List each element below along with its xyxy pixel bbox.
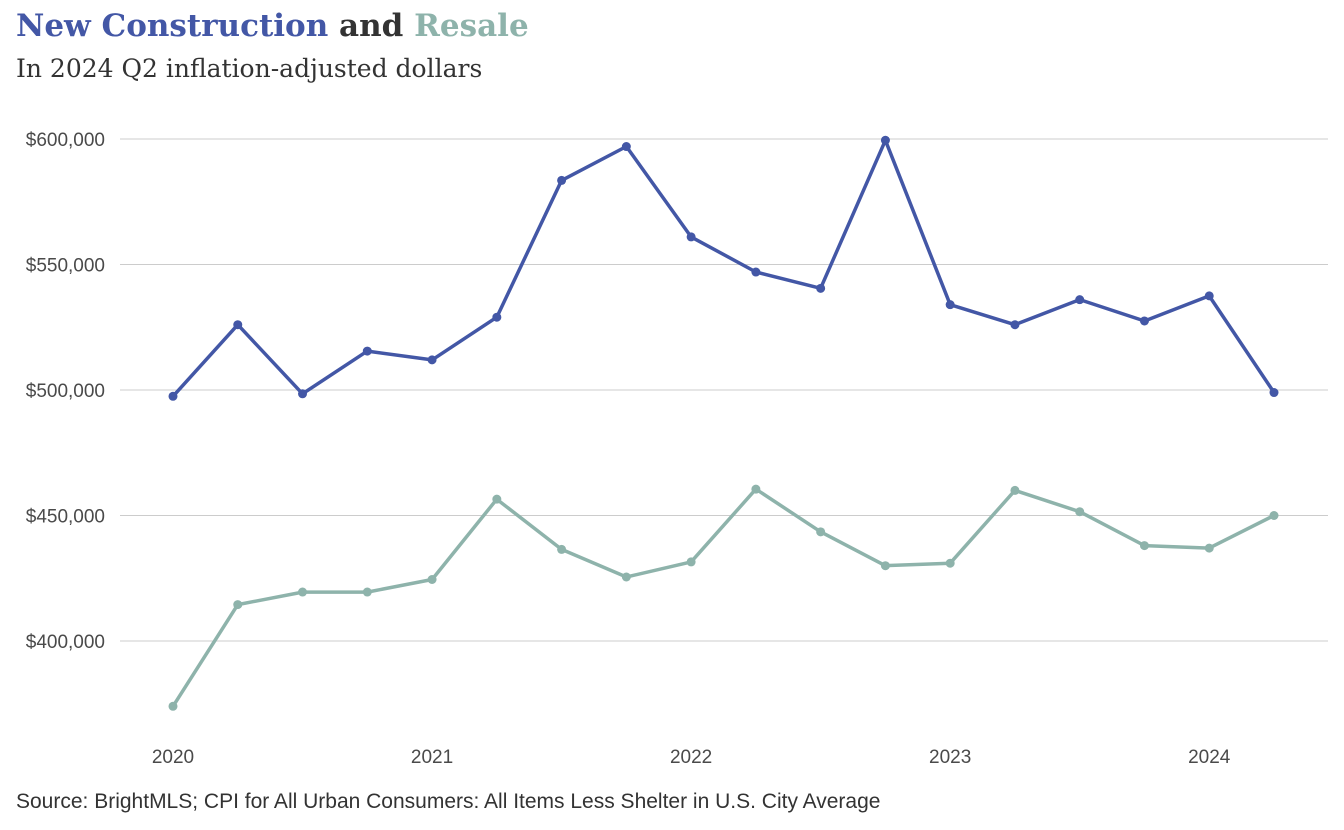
title-joiner: and — [328, 8, 415, 44]
data-point — [168, 391, 178, 401]
data-point — [751, 484, 761, 494]
data-point — [362, 587, 372, 597]
data-point — [1269, 511, 1279, 520]
data-point — [751, 267, 761, 277]
x-tick-label: 2024 — [1188, 747, 1231, 768]
data-point — [1010, 320, 1020, 330]
data-point — [880, 561, 890, 571]
y-tick-label: $400,000 — [26, 632, 105, 653]
y-tick-label: $550,000 — [26, 256, 105, 277]
x-axis-tick-labels: 2020 2021 2022 2023 2024 — [152, 747, 1231, 768]
y-tick-label: $500,000 — [26, 381, 105, 402]
title-new-construction: New Construction — [16, 8, 329, 44]
data-point — [621, 572, 631, 582]
data-point — [362, 346, 372, 356]
series-resale — [168, 484, 1279, 711]
series-group — [168, 135, 1279, 711]
y-axis-tick-labels: $400,000 $450,000 $500,000 $550,000 $600,000 — [26, 130, 105, 653]
data-point — [945, 300, 955, 310]
data-point — [1075, 507, 1085, 517]
data-point — [1204, 291, 1214, 301]
data-point — [233, 320, 243, 330]
data-point — [1269, 388, 1279, 398]
data-point — [557, 544, 567, 554]
series-line — [171, 487, 1276, 709]
series-line — [171, 138, 1276, 399]
data-point — [621, 142, 631, 152]
data-point — [816, 283, 826, 293]
data-point — [168, 701, 178, 711]
grid-lines — [120, 138, 1328, 642]
y-tick-label: $600,000 — [26, 130, 105, 151]
x-tick-label: 2021 — [411, 747, 453, 768]
data-point — [492, 494, 502, 504]
title-resale: Resale — [414, 8, 529, 44]
source-note: Source: BrightMLS; CPI for All Urban Con… — [16, 790, 881, 813]
data-point — [1139, 316, 1149, 326]
series-new-construction — [168, 135, 1279, 401]
data-point — [298, 587, 308, 597]
data-point — [557, 175, 567, 185]
data-point — [427, 355, 437, 365]
data-point — [880, 135, 890, 145]
data-point — [945, 558, 955, 568]
data-point — [298, 389, 308, 399]
data-point — [816, 527, 826, 537]
data-point — [233, 600, 243, 610]
x-tick-label: 2023 — [929, 747, 971, 768]
data-point — [427, 575, 437, 585]
data-point — [686, 232, 696, 242]
chart-title: New Construction and Resale — [16, 6, 529, 46]
data-point — [1075, 295, 1085, 305]
chart-subtitle: In 2024 Q2 inflation-adjusted dollars — [16, 54, 483, 83]
y-tick-label: $450,000 — [26, 507, 105, 528]
data-point — [1010, 485, 1020, 495]
data-point — [492, 312, 502, 322]
data-point — [686, 557, 696, 567]
data-point — [1139, 541, 1149, 551]
x-tick-label: 2022 — [670, 747, 712, 768]
data-point — [1204, 543, 1214, 553]
x-tick-label: 2020 — [152, 747, 194, 768]
